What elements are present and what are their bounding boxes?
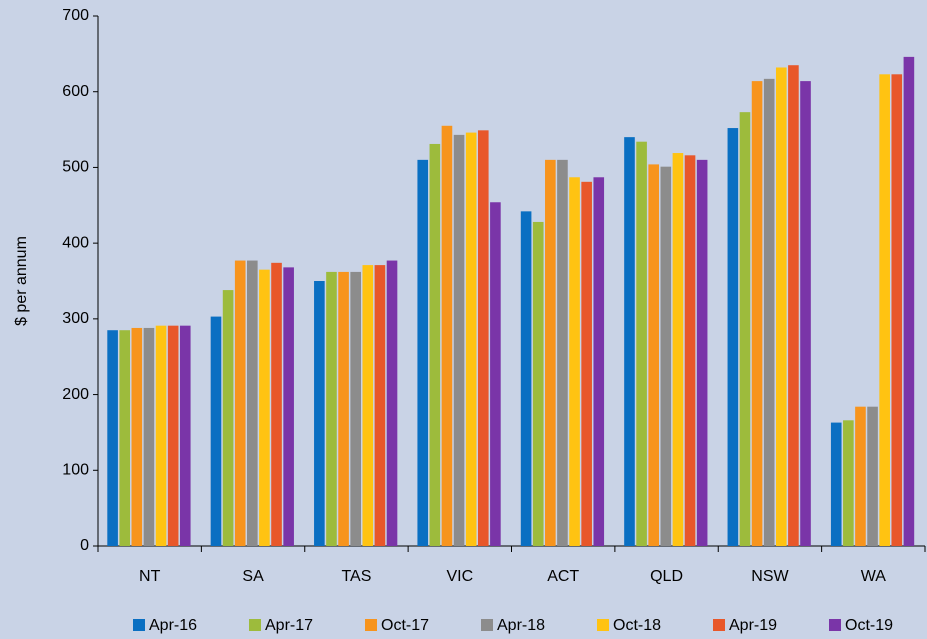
bar bbox=[855, 406, 866, 546]
bar bbox=[788, 65, 799, 546]
legend-swatch bbox=[829, 619, 841, 631]
bar bbox=[362, 265, 374, 546]
bar bbox=[326, 271, 337, 546]
bar bbox=[867, 406, 878, 546]
legend-label: Oct-19 bbox=[845, 617, 893, 634]
bar bbox=[545, 159, 556, 546]
bar bbox=[879, 74, 890, 547]
bar bbox=[314, 281, 325, 546]
legend-swatch bbox=[133, 619, 145, 631]
bar bbox=[660, 166, 672, 546]
bar bbox=[417, 159, 429, 546]
bar bbox=[247, 260, 258, 546]
bar bbox=[338, 271, 349, 546]
legend-label: Apr-18 bbox=[497, 617, 545, 634]
bar bbox=[557, 159, 568, 546]
bar bbox=[490, 202, 501, 546]
x-tick-label: NT bbox=[139, 568, 161, 585]
bar bbox=[775, 67, 787, 546]
bar bbox=[581, 181, 592, 547]
legend-swatch bbox=[597, 619, 609, 631]
bar bbox=[155, 325, 167, 546]
bar bbox=[107, 330, 118, 546]
bar bbox=[283, 267, 294, 546]
bar bbox=[386, 260, 398, 546]
bar bbox=[648, 164, 660, 546]
bar bbox=[271, 262, 282, 546]
bar bbox=[222, 290, 234, 546]
legend-swatch bbox=[365, 619, 377, 631]
x-tick-label: SA bbox=[242, 568, 264, 585]
legend-swatch bbox=[481, 619, 493, 631]
legend-label: Apr-17 bbox=[265, 617, 313, 634]
legend-swatch bbox=[713, 619, 725, 631]
bar bbox=[179, 325, 191, 546]
bar bbox=[569, 177, 580, 546]
bar bbox=[520, 211, 532, 547]
bar bbox=[167, 325, 179, 546]
bar bbox=[259, 269, 270, 546]
legend-label: Apr-19 bbox=[729, 617, 777, 634]
x-tick-label: WA bbox=[861, 568, 887, 585]
y-tick-label: 0 bbox=[80, 537, 89, 554]
bar bbox=[636, 141, 647, 546]
bar bbox=[210, 316, 222, 546]
y-tick-label: 600 bbox=[62, 83, 89, 100]
bar bbox=[465, 132, 477, 546]
x-tick-label: NSW bbox=[751, 568, 789, 585]
bar bbox=[739, 112, 751, 547]
x-tick-label: ACT bbox=[547, 568, 579, 585]
legend-label: Oct-17 bbox=[381, 617, 429, 634]
y-tick-label: 100 bbox=[62, 462, 89, 479]
bar bbox=[532, 221, 544, 546]
bar bbox=[119, 330, 131, 546]
bar bbox=[751, 81, 763, 546]
bar bbox=[696, 159, 708, 546]
bar bbox=[131, 327, 143, 546]
bar bbox=[234, 260, 246, 546]
bar bbox=[891, 74, 903, 547]
bar bbox=[843, 420, 854, 546]
x-tick-label: QLD bbox=[650, 568, 683, 585]
y-tick-label: 400 bbox=[62, 234, 89, 251]
bar bbox=[830, 422, 842, 546]
bar bbox=[800, 81, 811, 546]
bar bbox=[727, 128, 739, 547]
y-axis-label: $ per annum bbox=[13, 236, 30, 326]
bar bbox=[763, 78, 775, 546]
legend-label: Apr-16 bbox=[149, 617, 197, 634]
bar bbox=[350, 271, 361, 546]
legend-label: Oct-18 bbox=[613, 617, 661, 634]
y-tick-label: 700 bbox=[62, 7, 89, 24]
bar bbox=[143, 327, 155, 546]
bar bbox=[477, 130, 489, 547]
bar bbox=[684, 155, 696, 547]
x-tick-label: VIC bbox=[446, 568, 473, 585]
y-tick-label: 200 bbox=[62, 386, 89, 403]
y-tick-label: 500 bbox=[62, 159, 89, 176]
bar bbox=[441, 125, 453, 547]
bar bbox=[593, 177, 605, 546]
bar bbox=[624, 137, 635, 546]
bar bbox=[429, 143, 441, 546]
y-tick-label: 300 bbox=[62, 310, 89, 327]
bar bbox=[453, 134, 465, 546]
bar bbox=[672, 153, 684, 547]
legend-swatch bbox=[249, 619, 261, 631]
bar bbox=[374, 265, 386, 546]
x-tick-label: TAS bbox=[341, 568, 371, 585]
bar bbox=[903, 56, 915, 547]
